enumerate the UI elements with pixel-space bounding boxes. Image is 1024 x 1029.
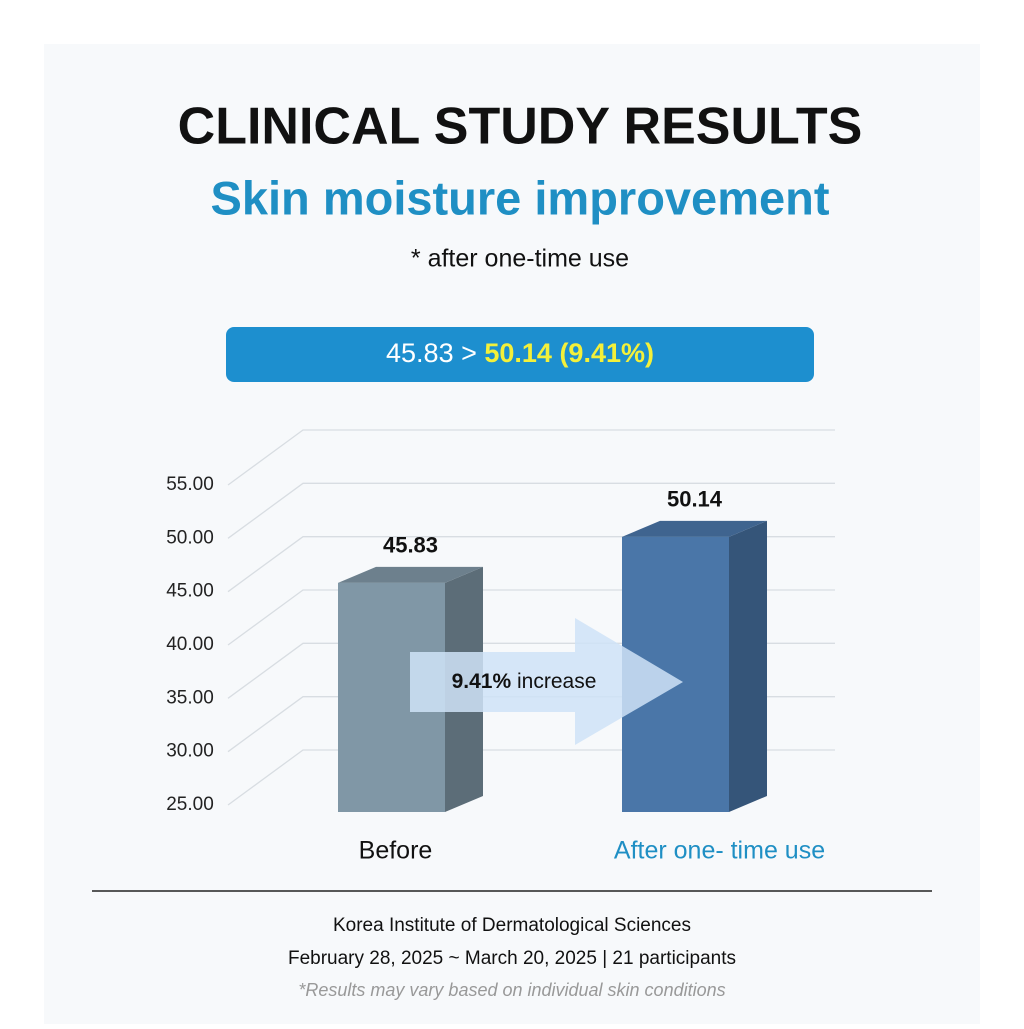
- y-tick-label: 50.00: [166, 527, 214, 548]
- y-tick-label: 40.00: [166, 634, 214, 655]
- y-tick-label: 55.00: [166, 474, 214, 495]
- value-label: 45.83: [383, 533, 438, 558]
- disclaimer: *Results may vary based on individual sk…: [298, 980, 725, 1000]
- annotation: 9.41% increase: [452, 670, 597, 693]
- annotation-text: increase: [517, 670, 596, 693]
- grid-line: [227, 429, 835, 486]
- bar-top: [622, 520, 767, 537]
- title: CLINICAL STUDY RESULTS: [178, 98, 863, 156]
- y-tick-label: 45.00: [166, 581, 214, 602]
- y-tick-label: 30.00: [166, 741, 214, 762]
- value-label: 50.14: [667, 487, 723, 512]
- bar-top: [338, 566, 483, 583]
- panel: [44, 44, 980, 1024]
- y-tick-label: 35.00: [166, 687, 214, 708]
- note: * after one-time use: [411, 245, 629, 273]
- source: Korea Institute of Dermatological Scienc…: [333, 915, 691, 936]
- banner: [226, 327, 814, 382]
- x-tick-label: Before: [359, 837, 433, 865]
- bar-side: [729, 520, 767, 812]
- period: February 28, 2025 ~ March 20, 2025 | 21 …: [288, 948, 736, 969]
- subtitle: Skin moisture improvement: [211, 171, 830, 224]
- banner-to: 50.14 (9.41%): [484, 338, 654, 368]
- x-tick-label: After one- time use: [614, 837, 825, 865]
- y-tick-label: 25.00: [166, 794, 214, 815]
- banner-from: 45.83 >: [386, 338, 477, 368]
- grid-line: [227, 482, 835, 539]
- banner-text: 45.83 > 50.14 (9.41%): [386, 338, 654, 368]
- annotation-emphasis: 9.41%: [452, 670, 512, 693]
- chart: 25.00 30.00 35.00 40.00 45.00 50.00 55.00 45.83…: [166, 429, 835, 865]
- increase-arrow: [410, 618, 683, 745]
